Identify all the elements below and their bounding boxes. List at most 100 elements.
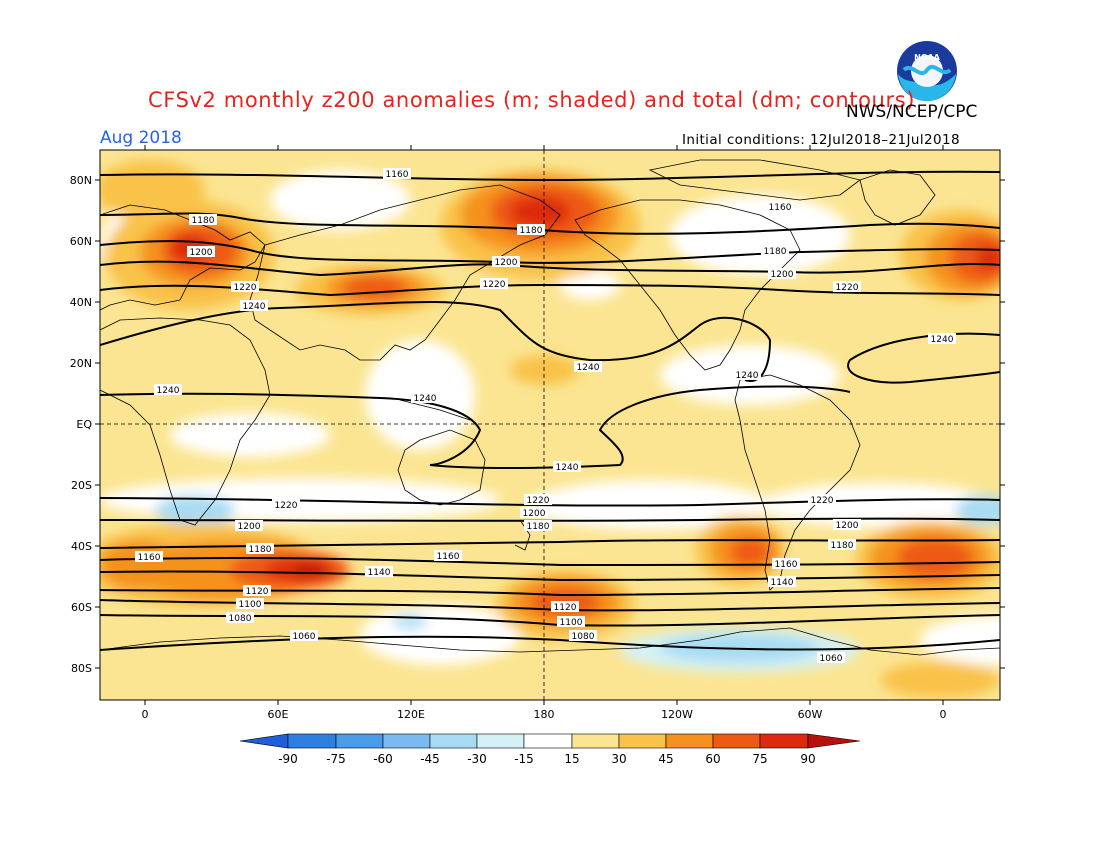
- contour-line-1200: [100, 260, 1000, 277]
- contour-label: 1160: [766, 201, 794, 213]
- lat-label: 60S: [71, 601, 92, 614]
- contour-label: 1160: [135, 551, 163, 563]
- contour-label-text: 1200: [190, 248, 213, 258]
- contour-line-1120: [100, 587, 1000, 597]
- contour-label: 1200: [492, 256, 520, 268]
- contour-label-text: 1240: [931, 335, 954, 345]
- colorbar-swatch: [239, 733, 289, 749]
- contour-label-text: 1240: [556, 463, 579, 473]
- contour-line-1160: [100, 170, 1000, 182]
- contour-label: 1160: [772, 558, 800, 570]
- contour-label-text: 1080: [572, 632, 595, 642]
- contour-line-1060: [100, 635, 1000, 651]
- contour-label: 1240: [411, 392, 439, 404]
- shade-positive: [343, 276, 407, 300]
- colorbar: [239, 733, 861, 749]
- contour-label: 1180: [524, 520, 552, 532]
- lat-label: 80S: [71, 662, 92, 675]
- colorbar-swatch: [382, 733, 431, 749]
- contour-label-text: 1240: [577, 363, 600, 373]
- contour-label-text: 1140: [771, 578, 794, 588]
- colorbar-label: -75: [326, 752, 346, 766]
- contour-label: 1180: [246, 543, 274, 555]
- colorbar-label: -15: [514, 752, 534, 766]
- forecast-month: Aug 2018: [100, 128, 182, 148]
- contour-label-text: 1140: [368, 568, 391, 578]
- contour-label: 1140: [768, 576, 796, 588]
- contour-label: 1180: [828, 539, 856, 551]
- contour-label-text: 1240: [243, 302, 266, 312]
- coastline-south-america: [734, 374, 861, 591]
- contour-label-text: 1180: [249, 545, 272, 555]
- colorbar-swatch: [523, 733, 573, 749]
- coastline-maritime: [399, 399, 471, 421]
- coastline-north-america: [574, 199, 801, 371]
- contour-label: 1060: [290, 630, 318, 642]
- contour-label-text: 1180: [527, 522, 550, 532]
- colorbar-swatch: [665, 733, 714, 749]
- contour-label: 1100: [236, 598, 264, 610]
- contour-label: 1240: [240, 300, 268, 312]
- contour-label-text: 1220: [527, 496, 550, 506]
- contour-label: 1240: [154, 384, 182, 396]
- lon-label: 0: [940, 708, 947, 721]
- colorbar-label: -90: [278, 752, 298, 766]
- shade-neutral: [360, 605, 520, 665]
- contour-label: 1240: [553, 461, 581, 473]
- contour-line-1240-atlantic: [847, 332, 1000, 384]
- lat-label: 20N: [70, 357, 92, 370]
- contour-label-text: 1060: [820, 654, 843, 664]
- shade-neutral: [670, 195, 850, 275]
- colorbar-label: 45: [658, 752, 673, 766]
- contour-label: 1240: [928, 333, 956, 345]
- contour-label: 1080: [569, 630, 597, 642]
- contour-label-text: 1160: [138, 553, 161, 563]
- contour-label-text: 1240: [157, 386, 180, 396]
- lat-label: 80N: [70, 174, 92, 187]
- lat-label: 40N: [70, 296, 92, 309]
- colorbar-swatch: [571, 733, 620, 749]
- contour-label: 1200: [235, 520, 263, 532]
- contour-label: 1220: [231, 281, 259, 293]
- shade-negative: [955, 495, 1000, 525]
- contour-label: 1120: [551, 601, 579, 613]
- contour-label-text: 1220: [836, 283, 859, 293]
- lon-label: 0: [142, 708, 149, 721]
- contour-line-1240-tropic: [100, 385, 851, 470]
- latitude-axis: [95, 179, 1005, 669]
- colorbar-labels: -90 -75 -60 -45 -30 -15 15 30 45 60 75 9…: [278, 752, 815, 766]
- contour-line-1140: [100, 570, 1000, 582]
- coastlines: [100, 159, 1000, 656]
- coastline-arctic: [648, 159, 861, 201]
- shade-neutral: [170, 413, 330, 457]
- coastline-antarctica: [100, 627, 1000, 656]
- contour-label: 1160: [434, 550, 462, 562]
- lon-label: 180: [534, 708, 555, 721]
- contour-label: 1080: [226, 612, 254, 624]
- colorbar-label: 60: [705, 752, 720, 766]
- colorbar-label: 15: [564, 752, 579, 766]
- contour-label-text: 1180: [764, 247, 787, 257]
- contour-label: 1220: [272, 499, 300, 511]
- colorbar-label: 75: [752, 752, 767, 766]
- contour-label-text: 1200: [523, 509, 546, 519]
- colorbar-label: -45: [420, 752, 440, 766]
- contour-label-text: 1180: [192, 216, 215, 226]
- contour-label: 1180: [761, 245, 789, 257]
- contour-label-text: 1180: [520, 226, 543, 236]
- longitude-axis: [144, 145, 944, 705]
- colorbar-label: 30: [611, 752, 626, 766]
- lon-label: 120W: [661, 708, 693, 721]
- colorbar-swatch: [759, 733, 809, 749]
- contour-label-text: 1200: [836, 521, 859, 531]
- contour-label-text: 1120: [246, 587, 269, 597]
- coastline-europe: [100, 204, 266, 311]
- contour-label: 1120: [243, 585, 271, 597]
- contour-label-text: 1060: [293, 632, 316, 642]
- colorbar-swatch: [476, 733, 525, 749]
- contour-label-text: 1200: [771, 270, 794, 280]
- coastline-australia: [397, 429, 486, 506]
- contour-label-text: 1120: [554, 603, 577, 613]
- lat-label: 20S: [71, 479, 92, 492]
